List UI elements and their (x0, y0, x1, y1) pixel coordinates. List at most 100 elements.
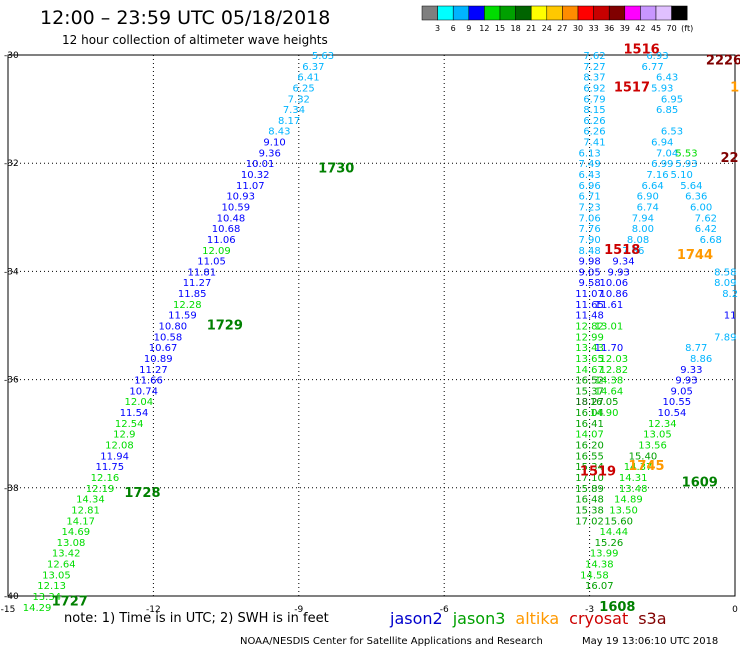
colorbar-label: 12 (479, 24, 489, 33)
wave-height-value: 17.02 (575, 516, 604, 527)
wave-height-value: 7.06 (578, 213, 600, 224)
wave-height-value: 16.52 (575, 376, 604, 387)
wave-height-value: 10.67 (149, 343, 178, 354)
wave-height-value: 7.62 (695, 213, 717, 224)
wave-height-value: 17.10 (575, 473, 604, 484)
colorbar-swatch (577, 5, 594, 21)
wave-height-value: 7.76 (578, 224, 600, 235)
wave-height-value: 14.38 (595, 376, 624, 387)
wave-height-value: 9.93 (608, 267, 630, 278)
wave-height-value: 8.48 (578, 246, 600, 257)
wave-height-value: 7.62 (583, 51, 605, 62)
wave-height-value: 7.49 (578, 159, 600, 170)
pass-time-label: 1608 (599, 600, 635, 615)
plot-frame (7, 54, 736, 597)
wave-height-value: 14.67 (575, 365, 604, 376)
wave-height-value: 8.37 (583, 73, 605, 84)
wave-height-value: 7.32 (288, 94, 310, 105)
wave-height-value: 10.74 (129, 386, 158, 397)
colorbar-swatch (655, 5, 672, 21)
wave-height-value: 14.31 (619, 473, 648, 484)
wave-height-value: 11.07 (236, 181, 265, 192)
wave-height-value: 16.07 (585, 581, 614, 592)
wave-height-value: 9.33 (680, 365, 702, 376)
wave-height-value: 12.09 (202, 246, 231, 257)
x-tick-label: -9 (294, 605, 303, 615)
colorbar-swatch (562, 5, 579, 21)
wave-height-value: 9.05 (578, 267, 600, 278)
wave-height-value: 5.93 (675, 159, 697, 170)
wave-height-value: 7.34 (283, 105, 305, 116)
colorbar-label: 15 (495, 24, 505, 33)
wave-height-value: 13.05 (643, 430, 672, 441)
colorbar-swatch (546, 5, 563, 21)
y-tick-label: -38 (4, 484, 19, 494)
wave-height-value: 9.34 (612, 257, 634, 268)
wave-height-value: 14.69 (62, 527, 91, 538)
wave-height-value: 13.43 (575, 343, 604, 354)
y-tick-label: -32 (4, 159, 19, 169)
wave-height-value: 7.86 (622, 246, 644, 257)
wave-height-value: 13.65 (575, 354, 604, 365)
wave-height-values: 5.636.376.416.257.327.348.178.439.109.36… (23, 51, 738, 614)
wave-height-value: 8.15 (583, 105, 605, 116)
wave-height-value: 11.48 (575, 311, 604, 322)
pass-time-label: 1728 (124, 486, 160, 501)
wave-height-value: 10.93 (226, 192, 255, 203)
wave-height-value: 6.92 (583, 83, 605, 94)
wave-height-value: 6.85 (656, 105, 678, 116)
wave-height-value: 14.07 (575, 430, 604, 441)
wave-height-value: 15.34 (575, 462, 604, 473)
wave-height-value: 11.81 (188, 267, 217, 278)
wave-height-value: 13.01 (595, 322, 624, 333)
colorbar-label: (ft) (681, 24, 693, 33)
wave-height-value: 6.74 (637, 202, 659, 213)
wave-height-value: 13.05 (42, 570, 71, 581)
wave-height-value: 11.54 (120, 408, 149, 419)
colorbar-swatch (530, 5, 548, 21)
wave-height-value: 16.20 (575, 441, 604, 452)
wave-height-value: 11.65 (575, 300, 604, 311)
pass-time-label: 1730 (318, 162, 354, 177)
wave-height-value: 16.05 (590, 397, 619, 408)
wave-height-value: 11.94 (100, 451, 129, 462)
legend-altika: altika (515, 609, 559, 628)
wave-height-value: 12.13 (37, 581, 66, 592)
wave-height-value: 6.42 (695, 224, 717, 235)
wave-height-value: 13.08 (57, 538, 86, 549)
wave-height-value: 7.94 (632, 213, 654, 224)
wave-height-value: 6.68 (700, 235, 722, 246)
footer-note: note: 1) Time is in UTC; 2) SWH is in fe… (64, 611, 329, 626)
wave-height-value: 14.64 (595, 386, 624, 397)
wave-height-value: 10.59 (221, 202, 250, 213)
colorbar-swatch (671, 5, 688, 21)
x-tick-label: -12 (146, 605, 161, 615)
colorbar-label: 24 (542, 24, 552, 33)
pass-time-label: 1518 (604, 243, 640, 258)
legend-s3a: s3a (638, 609, 666, 628)
footer-timestamp: May 19 13:06:10 UTC 2018 (582, 636, 718, 647)
wave-height-value: 8.86 (690, 354, 712, 365)
wave-height-value: 14.37 (624, 462, 653, 473)
wave-height-value: 5.63 (312, 51, 334, 62)
colorbar-swatch (515, 5, 532, 21)
wave-height-value: 14.17 (66, 516, 95, 527)
wave-height-value: 12.9 (113, 430, 135, 441)
wave-height-value: 9.93 (675, 376, 697, 387)
chart-subtitle: 12 hour collection of altimeter wave hei… (62, 33, 328, 47)
pass-time-label: 1609 (682, 475, 718, 490)
pass-time-label: 1744 (677, 248, 713, 263)
wave-height-value: 7.16 (646, 170, 668, 181)
colorbar-swatch (593, 5, 610, 21)
wave-height-value: 9.36 (259, 148, 281, 159)
wave-height-value: 15.40 (629, 451, 658, 462)
wave-height-value: 11 (724, 311, 737, 322)
y-tick-label: -34 (4, 267, 19, 277)
wave-height-value: 10.68 (212, 224, 241, 235)
wave-height-value: 11.85 (178, 289, 207, 300)
wave-height-value: 12.82 (575, 322, 604, 333)
colorbar-label: 36 (604, 24, 614, 33)
wave-height-value: 6.36 (685, 192, 707, 203)
axis-ticks: -15 -12 -9 -6 -3 0-30-32-34-36-38-40 (1, 51, 738, 615)
wave-height-value: 10.01 (246, 159, 275, 170)
